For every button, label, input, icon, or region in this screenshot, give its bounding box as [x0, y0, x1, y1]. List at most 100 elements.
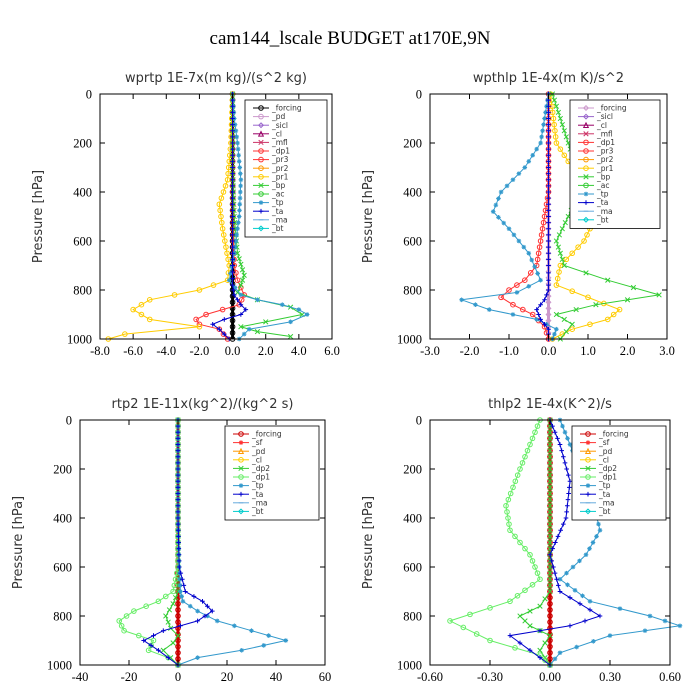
data-point — [138, 301, 145, 308]
data-point — [517, 466, 523, 472]
y-tick-label: 400 — [403, 186, 422, 200]
data-point — [541, 122, 546, 127]
data-point — [146, 316, 153, 323]
data-point — [230, 165, 235, 170]
data-point — [532, 564, 538, 570]
legend-label: _sf — [251, 438, 263, 447]
data-point — [170, 601, 176, 607]
data-point — [524, 447, 531, 454]
data-point — [581, 238, 587, 244]
x-tick-label: -0.30 — [477, 670, 503, 684]
data-point — [503, 502, 509, 509]
data-point — [507, 490, 514, 497]
data-point — [287, 333, 294, 340]
data-point — [537, 603, 543, 609]
data-point — [195, 655, 200, 660]
data-point — [546, 250, 551, 256]
data-point — [590, 540, 596, 545]
data-point — [216, 201, 223, 208]
x-tick-label: -40 — [72, 670, 89, 684]
data-point — [179, 594, 184, 599]
data-point — [545, 299, 552, 306]
legend-marker — [585, 483, 591, 488]
data-point — [550, 546, 555, 551]
data-point — [538, 302, 543, 307]
data-point — [556, 269, 562, 275]
data-point — [522, 587, 528, 594]
data-point — [161, 628, 166, 633]
legend-label: _forcing — [596, 104, 627, 113]
data-point — [230, 134, 235, 140]
data-point — [556, 583, 561, 588]
data-point — [570, 564, 576, 570]
data-point — [460, 624, 467, 631]
data-point — [546, 189, 551, 195]
data-point — [178, 570, 184, 576]
legend-marker — [238, 440, 244, 445]
data-point — [540, 219, 547, 226]
data-point — [234, 232, 240, 238]
data-point — [511, 232, 517, 238]
x-tick-label: -0.60 — [417, 670, 443, 684]
data-point — [557, 589, 563, 594]
data-point — [553, 311, 560, 318]
data-point — [569, 321, 575, 327]
data-point — [230, 146, 235, 152]
data-point — [534, 570, 541, 576]
data-point — [546, 214, 551, 219]
data-point — [567, 623, 573, 629]
data-point — [539, 134, 544, 140]
data-point — [591, 639, 596, 644]
data-point — [235, 297, 240, 303]
legend-label: _bt — [598, 507, 611, 516]
data-point — [569, 250, 576, 257]
data-point — [610, 311, 617, 318]
data-point — [557, 115, 564, 122]
data-point — [539, 225, 546, 232]
x-tick-label: 6.0 — [324, 344, 340, 358]
data-point — [237, 165, 243, 170]
data-point — [236, 220, 241, 225]
data-point — [547, 515, 553, 521]
data-point — [547, 637, 553, 644]
legend-label: _ac — [271, 190, 284, 199]
data-point — [233, 128, 239, 134]
data-point — [232, 122, 238, 127]
data-point — [546, 152, 551, 158]
data-point — [607, 633, 613, 638]
data-point — [239, 267, 246, 273]
data-point — [559, 226, 565, 232]
data-point — [506, 521, 512, 527]
x-tick-label: 2.0 — [620, 344, 636, 358]
data-point — [447, 618, 453, 624]
data-point — [545, 311, 552, 318]
legend-label: _cl — [598, 455, 609, 464]
data-point — [526, 250, 532, 256]
data-point — [175, 497, 181, 502]
data-point — [538, 140, 543, 146]
data-point — [238, 171, 243, 176]
data-point — [553, 140, 560, 146]
data-point — [505, 515, 511, 521]
data-point — [546, 326, 551, 332]
data-point — [557, 250, 564, 256]
data-point — [203, 311, 209, 318]
data-point — [228, 271, 233, 276]
data-point — [235, 146, 241, 152]
data-point — [490, 209, 496, 214]
legend-marker — [584, 508, 592, 515]
data-point — [504, 183, 510, 189]
data-point — [473, 631, 480, 637]
data-point — [175, 436, 181, 441]
data-point — [555, 436, 560, 441]
data-point — [516, 171, 522, 176]
data-point — [176, 546, 182, 551]
data-point — [175, 625, 181, 632]
legend-marker — [257, 225, 265, 232]
data-point — [630, 284, 637, 291]
legend-label: _bp — [271, 181, 286, 190]
data-point — [554, 275, 561, 282]
data-point — [527, 270, 534, 276]
data-point — [165, 655, 171, 660]
data-point — [565, 436, 570, 441]
